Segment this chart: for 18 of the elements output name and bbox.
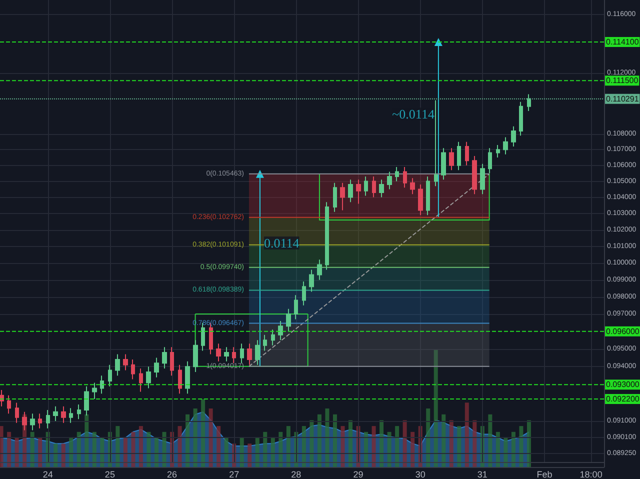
x-tick-label: 26: [167, 470, 178, 479]
ref-line-label: 0.092200: [606, 394, 640, 404]
annotation: 0.0114: [264, 236, 300, 251]
x-tick-label: 24: [42, 470, 53, 479]
x-tick-label: 31: [477, 470, 488, 479]
x-tick-label: 18:00: [580, 470, 602, 479]
x-tick-label: 29: [353, 470, 364, 479]
x-tick-label: 25: [104, 470, 115, 479]
ref-line-label: 0.114100: [606, 38, 640, 47]
x-tick-label: 27: [229, 470, 240, 479]
ref-line-label: 0.093000: [606, 380, 640, 390]
x-tick-label: Feb: [536, 470, 552, 479]
ref-line-label: 0.096000: [606, 326, 640, 336]
ref-line-label: 0.110291: [606, 94, 640, 104]
x-tick-label: 30: [415, 470, 426, 479]
x-tick-label: 28: [291, 470, 302, 479]
ref-line-label: 0.111500: [606, 76, 639, 86]
annotation: ~0.0114: [392, 106, 435, 122]
